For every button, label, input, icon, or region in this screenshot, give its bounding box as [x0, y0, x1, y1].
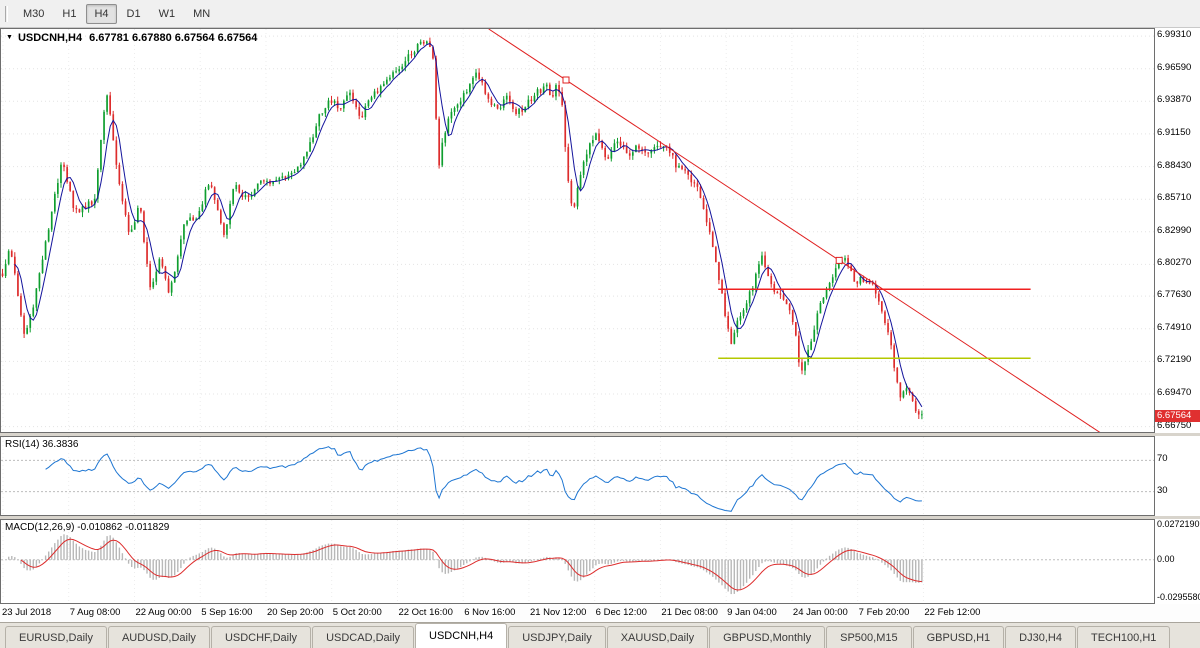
- time-axis-label: 24 Jan 00:00: [792, 607, 848, 618]
- rsi-level-label: 30: [1157, 484, 1168, 496]
- tab-dj30-h4[interactable]: DJ30,H4: [1005, 626, 1076, 648]
- chart-tabs-bar: EURUSD,Daily AUDUSD,Daily USDCHF,Daily USDC…: [0, 622, 1200, 648]
- price-axis-label: 6.96590: [1157, 61, 1192, 73]
- tab-usdjpy-daily[interactable]: USDJPY,Daily: [508, 626, 606, 648]
- rsi-panel: RSI(14) 36.3836 70 30: [0, 436, 1200, 516]
- tab-usdchf-daily[interactable]: USDCHF,Daily: [210, 626, 312, 648]
- tab-tech100-h1[interactable]: TECH100,H1: [1076, 626, 1171, 648]
- time-axis-label: 5 Sep 16:00: [201, 607, 253, 618]
- panel-divider[interactable]: [0, 516, 1200, 519]
- panel-divider[interactable]: [0, 433, 1200, 436]
- time-axis-label: 21 Nov 12:00: [529, 607, 587, 618]
- chart-dropdown-icon[interactable]: ▼: [6, 33, 13, 41]
- time-axis-label: 6 Dec 12:00: [595, 607, 647, 618]
- chart-ohlc-values: 6.67781 6.67880 6.67564 6.67564: [89, 32, 258, 44]
- time-axis[interactable]: 23 Jul 2018 7 Aug 08:00 22 Aug 00:00 5 Sep …: [0, 604, 1200, 622]
- timeframe-d1-button[interactable]: D1: [126, 7, 141, 20]
- macd-axis-label: -0.0295580: [1157, 592, 1200, 602]
- price-axis-label: 6.85710: [1157, 192, 1192, 204]
- macd-label: MACD(12,26,9) -0.010862 -0.011829: [5, 522, 170, 533]
- price-axis-label: 6.72190: [1157, 354, 1192, 366]
- rsi-axis: 70 30: [1155, 436, 1200, 516]
- timeframe-mn-button[interactable]: MN: [193, 7, 211, 20]
- price-axis[interactable]: 6.99310 6.96590 6.93870 6.91150 6.88430 6.857…: [1155, 28, 1200, 433]
- macd-panel: MACD(12,26,9) -0.010862 -0.011829 0.0272…: [0, 519, 1200, 604]
- timeframe-w1-button[interactable]: W1: [158, 7, 176, 20]
- rsi-canvas: [1, 437, 1154, 515]
- price-axis-label: 6.93870: [1157, 94, 1192, 106]
- tab-eurusd-daily[interactable]: EURUSD,Daily: [5, 626, 107, 648]
- tab-usdcad-daily[interactable]: USDCAD,Daily: [312, 626, 415, 648]
- time-axis-label: 5 Oct 20:00: [332, 607, 382, 618]
- tab-gbpusd-monthly[interactable]: GBPUSD,Monthly: [709, 626, 826, 648]
- price-axis-label: 6.74910: [1157, 321, 1192, 333]
- price-axis-label: 6.66750: [1157, 419, 1192, 431]
- tab-gbpusd-h1[interactable]: GBPUSD,H1: [912, 626, 1005, 648]
- current-price-badge: 6.67564: [1155, 409, 1200, 422]
- time-axis-label: 23 Jul 2018: [2, 607, 52, 618]
- price-axis-label: 6.77630: [1157, 289, 1192, 301]
- macd-plot[interactable]: MACD(12,26,9) -0.010862 -0.011829: [0, 519, 1155, 604]
- price-chart-plot[interactable]: ▼ USDCNH,H4 6.67781 6.67880 6.67564 6.67…: [0, 28, 1155, 433]
- rsi-plot[interactable]: RSI(14) 36.3836: [0, 436, 1155, 516]
- time-axis-label: 21 Dec 08:00: [661, 607, 718, 618]
- time-axis-label: 20 Sep 20:00: [266, 607, 324, 618]
- price-axis-label: 6.91150: [1157, 126, 1191, 138]
- time-axis-label: 22 Oct 16:00: [398, 607, 453, 618]
- tab-xauusd-daily[interactable]: XAUUSD,Daily: [606, 626, 709, 648]
- macd-axis-label: 0.00: [1157, 553, 1175, 564]
- tab-sp500-m15[interactable]: SP500,M15: [826, 626, 912, 648]
- price-axis-label: 6.82990: [1157, 224, 1192, 236]
- price-axis-label: 6.80270: [1157, 257, 1192, 269]
- rsi-level-label: 70: [1157, 453, 1168, 465]
- chart-title: ▼ USDCNH,H4 6.67781 6.67880 6.67564 6.67…: [6, 32, 257, 44]
- timeframe-m30-button[interactable]: M30: [23, 7, 45, 20]
- price-axis-label: 6.88430: [1157, 159, 1192, 171]
- price-chart-canvas: [1, 29, 1154, 432]
- tab-usdcnh-h4[interactable]: USDCNH,H4: [415, 623, 508, 648]
- timeframe-h4-button[interactable]: H4: [86, 3, 117, 24]
- chart-symbol-label: USDCNH,H4: [17, 32, 83, 44]
- toolbar-grip[interactable]: [5, 5, 8, 22]
- rsi-label: RSI(14) 36.3836: [5, 439, 79, 450]
- time-axis-label: 7 Aug 08:00: [69, 607, 121, 618]
- price-axis-label: 6.69470: [1157, 386, 1192, 398]
- macd-axis: 0.0272190 0.00 -0.0295580: [1155, 519, 1200, 604]
- timeframe-toolbar: M30 H1 H4 D1 W1 MN: [0, 0, 1200, 28]
- price-axis-label: 6.99310: [1157, 29, 1192, 41]
- time-axis-label: 9 Jan 04:00: [727, 607, 777, 618]
- time-axis-label: 7 Feb 20:00: [858, 607, 910, 618]
- price-chart-panel: ▼ USDCNH,H4 6.67781 6.67880 6.67564 6.67…: [0, 28, 1200, 433]
- time-axis-label: 22 Aug 00:00: [135, 607, 192, 618]
- macd-canvas: [1, 520, 1154, 603]
- tab-audusd-daily[interactable]: AUDUSD,Daily: [107, 626, 210, 648]
- timeframe-h1-button[interactable]: H1: [62, 7, 77, 20]
- time-axis-label: 22 Feb 12:00: [924, 607, 981, 618]
- time-axis-label: 6 Nov 16:00: [464, 607, 516, 618]
- timeframe-buttons: M30 H1 H4 D1 W1 MN: [15, 3, 220, 24]
- macd-axis-label: 0.0272190: [1157, 519, 1200, 529]
